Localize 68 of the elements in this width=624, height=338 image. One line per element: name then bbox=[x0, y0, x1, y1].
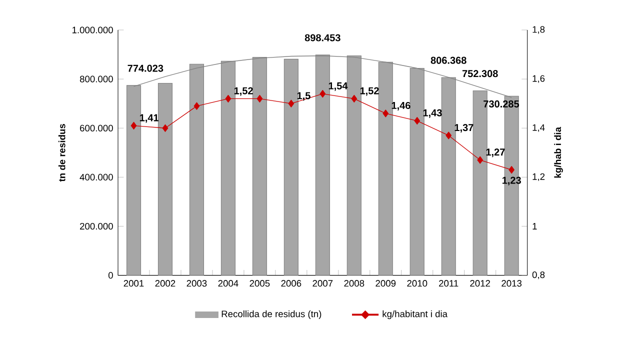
point bbox=[414, 116, 420, 125]
bar bbox=[284, 58, 298, 276]
x-tick-label: 2010 bbox=[407, 280, 428, 287]
x-tick-label: 2013 bbox=[502, 280, 522, 287]
data-label: 1,5 bbox=[297, 92, 310, 101]
data-label: 1,52 bbox=[360, 87, 379, 96]
y2-tick-label: 1,2 bbox=[532, 173, 545, 182]
data-label: 774.023 bbox=[128, 64, 164, 72]
x-tick-label: 2001 bbox=[124, 280, 144, 287]
point bbox=[477, 156, 484, 164]
y2-axis-title: kg/hab i dia bbox=[554, 126, 563, 178]
data-label: 730.285 bbox=[484, 100, 520, 108]
y2-tick-label: 1,4 bbox=[532, 124, 545, 132]
bar bbox=[189, 64, 204, 276]
point bbox=[351, 94, 358, 102]
point bbox=[320, 90, 326, 98]
bar bbox=[252, 56, 267, 276]
data-label: 752.308 bbox=[462, 70, 498, 78]
bar bbox=[410, 68, 424, 276]
data-label: 1,54 bbox=[328, 82, 348, 91]
bar bbox=[346, 55, 362, 276]
data-label: 1,41 bbox=[140, 114, 159, 123]
data-label: 1,46 bbox=[392, 102, 410, 110]
point bbox=[446, 132, 452, 140]
x-tick-label: 2004 bbox=[218, 280, 238, 287]
data-label: 898.453 bbox=[304, 34, 340, 42]
y-axis-title: tn de residus bbox=[58, 124, 66, 182]
data-label: 1,27 bbox=[486, 148, 505, 158]
bar bbox=[315, 54, 330, 276]
x-tick-label: 2007 bbox=[312, 280, 333, 287]
legend-label: Recollida de residus (tn) bbox=[222, 310, 322, 320]
point bbox=[194, 102, 200, 110]
y-tick-label: 0 bbox=[108, 272, 113, 279]
y-tick-label: 200.000 bbox=[80, 222, 113, 230]
point bbox=[382, 110, 389, 118]
data-label: 1,43 bbox=[423, 109, 442, 118]
y2-tick-label: 1,8 bbox=[532, 26, 545, 34]
point bbox=[256, 94, 263, 102]
bar bbox=[441, 77, 456, 276]
x-tick-label: 2005 bbox=[250, 280, 270, 287]
y-tick-label: 800.000 bbox=[80, 76, 113, 82]
x-tick-label: 2012 bbox=[470, 280, 490, 287]
point bbox=[225, 94, 232, 102]
bar bbox=[158, 82, 173, 276]
point bbox=[162, 124, 168, 132]
y2-tick-label: 0,8 bbox=[532, 271, 545, 280]
x-tick-label: 2011 bbox=[439, 280, 458, 287]
x-tick-label: 2002 bbox=[155, 280, 176, 287]
y-tick-label: 1.000.000 bbox=[72, 26, 113, 34]
y-tick-label: 600.000 bbox=[80, 124, 113, 132]
bar bbox=[378, 62, 393, 276]
data-label: 1,23 bbox=[502, 176, 521, 186]
y2-tick-label: 1,6 bbox=[532, 75, 545, 83]
data-label: 806.368 bbox=[430, 56, 466, 64]
point bbox=[130, 122, 137, 130]
x-tick-label: 2003 bbox=[186, 280, 207, 287]
legend-label: kg/habitant i dia bbox=[382, 310, 448, 320]
x-tick-label: 2006 bbox=[281, 280, 302, 287]
x-tick-label: 2008 bbox=[344, 280, 364, 287]
point bbox=[288, 100, 294, 108]
bar bbox=[220, 60, 236, 276]
bar bbox=[126, 85, 142, 276]
point bbox=[508, 166, 515, 174]
y-tick-label: 400.000 bbox=[80, 174, 113, 180]
data-label: 1,52 bbox=[234, 87, 253, 96]
x-tick-label: 2009 bbox=[376, 280, 396, 287]
y2-tick-label: 1 bbox=[532, 223, 537, 230]
data-label: 1,37 bbox=[454, 124, 474, 133]
